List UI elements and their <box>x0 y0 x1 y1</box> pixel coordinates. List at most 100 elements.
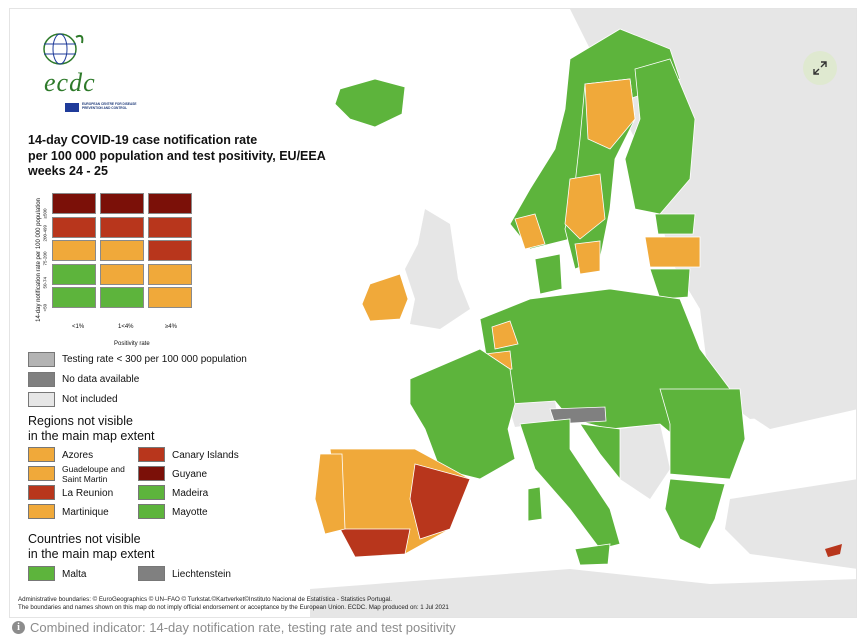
map-title: 14-day COVID-19 case notification rate p… <box>28 133 358 180</box>
legend-swatch <box>28 352 55 367</box>
uk <box>405 209 470 329</box>
matrix-col-label: <1% <box>72 324 85 330</box>
matrix-row-label: 50-74 <box>42 276 48 289</box>
spain-east-red <box>409 463 471 540</box>
region-swatch <box>28 447 55 462</box>
legend-label: Testing rate < 300 per 100 000 populatio… <box>62 354 247 365</box>
matrix-col-label: ≥4% <box>165 324 177 330</box>
caption-text: Combined indicator: 14-day notification … <box>30 620 456 635</box>
sardinia <box>527 486 543 522</box>
matrix-cell <box>148 287 192 308</box>
legend-label: No data available <box>62 374 140 385</box>
estonia <box>654 213 696 235</box>
region-swatch <box>138 504 165 519</box>
eu-flag-icon <box>65 103 79 112</box>
north-africa <box>310 569 856 617</box>
sweden-mid-orange <box>564 173 606 240</box>
croatia-slovenia <box>579 423 621 481</box>
expand-button[interactable] <box>803 51 837 85</box>
matrix-y-axis-label: 14-day notification rate per 100 000 pop… <box>36 198 42 322</box>
romania-bulgaria <box>659 388 746 480</box>
latvia <box>644 236 701 268</box>
russia-east <box>700 239 856 419</box>
legend-swatch <box>28 372 55 387</box>
iceland <box>334 78 406 128</box>
italy <box>519 418 621 550</box>
matrix-cell <box>100 216 144 238</box>
netherlands-orange <box>491 320 519 350</box>
spain-south-red <box>339 528 411 558</box>
switzerland <box>508 401 558 427</box>
regions-heading: Regions not visible in the main map exte… <box>28 414 155 443</box>
country-swatch <box>138 566 165 581</box>
country-label-liechtenstein: Liechtenstein <box>172 569 231 580</box>
ireland <box>361 273 409 322</box>
matrix-cell <box>52 216 96 238</box>
matrix-cell <box>148 193 192 214</box>
matrix-cell <box>148 240 192 261</box>
expand-icon <box>813 61 827 75</box>
matrix-cell <box>148 216 192 238</box>
region-swatch <box>138 447 165 462</box>
region-label-canary-islands: Canary Islands <box>172 450 239 461</box>
ecdc-subtitle: EUROPEAN CENTRE FOR DISEASE PREVENTION A… <box>82 102 137 110</box>
region-swatch <box>28 466 55 481</box>
region-swatch <box>28 485 55 500</box>
countries-heading: Countries not visible in the main map ex… <box>28 532 155 561</box>
title-line: per 100 000 population and test positivi… <box>28 148 326 163</box>
sweden-south-orange <box>574 240 601 275</box>
region-swatch <box>28 504 55 519</box>
legend-label: Not included <box>62 394 118 405</box>
matrix-cell <box>52 240 96 261</box>
greece <box>664 478 726 550</box>
figure-caption: i Combined indicator: 14-day notificatio… <box>12 620 456 635</box>
legend-item-testing-rate: Testing rate < 300 per 100 000 populatio… <box>28 352 247 367</box>
cyprus <box>825 544 842 557</box>
denmark <box>534 253 563 295</box>
matrix-cell <box>100 193 144 214</box>
title-line: 14-day COVID-19 case notification rate <box>28 133 258 147</box>
lithuania <box>649 268 691 300</box>
region-label-martinique: Martinique <box>62 507 109 518</box>
france <box>409 348 516 480</box>
matrix-x-axis-label: Positivity rate <box>114 341 150 347</box>
matrix-cell <box>52 263 96 285</box>
portugal <box>314 453 346 535</box>
sweden-north-orange <box>584 78 636 150</box>
info-icon: i <box>12 621 25 634</box>
turkey <box>725 479 856 569</box>
europe-map <box>310 9 856 617</box>
matrix-cell <box>52 193 96 214</box>
color-matrix <box>52 193 202 325</box>
matrix-col-label: 1<4% <box>118 324 134 330</box>
matrix-cell <box>148 263 192 285</box>
matrix-cell <box>100 240 144 261</box>
sicily <box>574 543 611 566</box>
legend-item-no-data: No data available <box>28 372 139 387</box>
matrix-row-label: ≥500 <box>42 208 48 219</box>
ecdc-logo: ecdc EUROPEAN CENTRE FOR DISEASE PREVENT… <box>30 31 140 112</box>
region-label-guadeloupe: Guadeloupe and Saint Martin <box>62 464 125 484</box>
region-swatch <box>138 466 165 481</box>
region-label-mayotte: Mayotte <box>172 507 208 518</box>
country-swatch <box>28 566 55 581</box>
region-label-guyane: Guyane <box>172 469 208 480</box>
matrix-cell <box>100 263 144 285</box>
balkans-grey <box>620 424 670 499</box>
country-label-malta: Malta <box>62 569 87 580</box>
norway-south-orange <box>514 213 546 250</box>
map-figure: ecdc EUROPEAN CENTRE FOR DISEASE PREVENT… <box>9 8 857 618</box>
map-footer: Administrative boundaries: © EuroGeograp… <box>18 596 618 612</box>
ecdc-wordmark: ecdc <box>44 68 96 97</box>
region-label-madeira: Madeira <box>172 488 209 499</box>
globe-icon <box>43 33 84 65</box>
title-line: weeks 24 - 25 <box>28 164 108 178</box>
matrix-row-label: 75-200 <box>42 251 48 266</box>
legend-item-not-included: Not included <box>28 392 118 407</box>
legend-swatch <box>28 392 55 407</box>
matrix-cell <box>100 287 144 308</box>
region-label-la-reunion: La Reunion <box>62 488 114 499</box>
matrix-row-label: <50 <box>42 303 48 312</box>
matrix-row-label: 200-499 <box>42 224 48 242</box>
region-swatch <box>138 485 165 500</box>
